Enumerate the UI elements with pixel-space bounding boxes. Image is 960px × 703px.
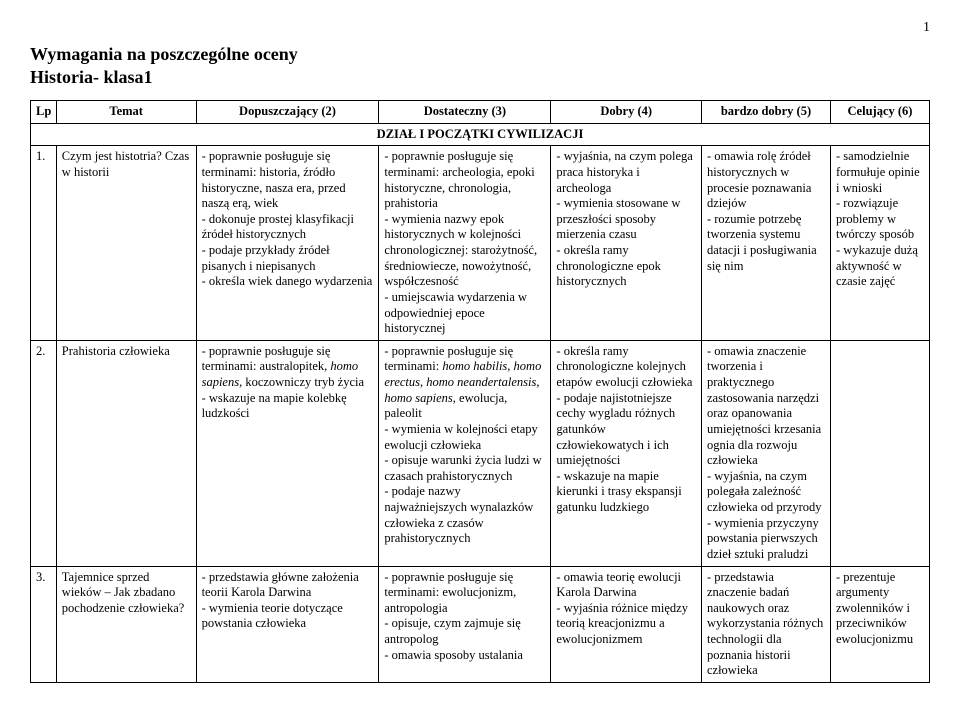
cell-c5: - przedstawia znaczenie badań naukowych …	[701, 566, 830, 682]
col-c6: Celujący (6)	[831, 101, 930, 124]
col-temat: Temat	[56, 101, 196, 124]
table-row: 1.Czym jest histotria? Czas w historii- …	[31, 146, 930, 341]
page-title: Wymagania na poszczególne oceny	[30, 44, 930, 65]
cell-c3: - poprawnie posługuje się terminami: hom…	[379, 340, 551, 566]
cell-c4: - wyjaśnia, na czym polega praca history…	[551, 146, 702, 341]
col-c5: bardzo dobry (5)	[701, 101, 830, 124]
cell-c2: - poprawnie posługuje się terminami: aus…	[196, 340, 379, 566]
page-number: 1	[30, 20, 930, 36]
cell-temat: Tajemnice sprzed wieków – Jak zbadano po…	[56, 566, 196, 682]
cell-lp: 2.	[31, 340, 57, 566]
section-title: DZIAŁ I POCZĄTKI CYWILIZACJI	[31, 123, 930, 146]
cell-c3: - poprawnie posługuje się terminami: arc…	[379, 146, 551, 341]
cell-lp: 3.	[31, 566, 57, 682]
table-row: 3.Tajemnice sprzed wieków – Jak zbadano …	[31, 566, 930, 682]
col-c2: Dopuszczający (2)	[196, 101, 379, 124]
table-row: 2.Prahistoria człowieka- poprawnie posłu…	[31, 340, 930, 566]
cell-c4: - omawia teorię ewolucji Karola Darwina-…	[551, 566, 702, 682]
col-c3: Dostateczny (3)	[379, 101, 551, 124]
cell-c5: - omawia znaczenie tworzenia i praktyczn…	[701, 340, 830, 566]
cell-temat: Czym jest histotria? Czas w historii	[56, 146, 196, 341]
col-c4: Dobry (4)	[551, 101, 702, 124]
cell-lp: 1.	[31, 146, 57, 341]
col-lp: Lp	[31, 101, 57, 124]
grades-table: Lp Temat Dopuszczający (2) Dostateczny (…	[30, 100, 930, 683]
cell-c6	[831, 340, 930, 566]
section-row: DZIAŁ I POCZĄTKI CYWILIZACJI	[31, 123, 930, 146]
cell-c4: - określa ramy chronologiczne kolejnych …	[551, 340, 702, 566]
cell-c6: - prezentuje argumenty zwolenników i prz…	[831, 566, 930, 682]
cell-c2: - przedstawia główne założenia teorii Ka…	[196, 566, 379, 682]
cell-c5: - omawia rolę źródeł historycznych w pro…	[701, 146, 830, 341]
table-header-row: Lp Temat Dopuszczający (2) Dostateczny (…	[31, 101, 930, 124]
page-subtitle: Historia- klasa1	[30, 67, 930, 88]
cell-c6: - samodzielnie formułuje opinie i wniosk…	[831, 146, 930, 341]
cell-c2: - poprawnie posługuje się terminami: his…	[196, 146, 379, 341]
cell-temat: Prahistoria człowieka	[56, 340, 196, 566]
cell-c3: - poprawnie posługuje się terminami: ewo…	[379, 566, 551, 682]
